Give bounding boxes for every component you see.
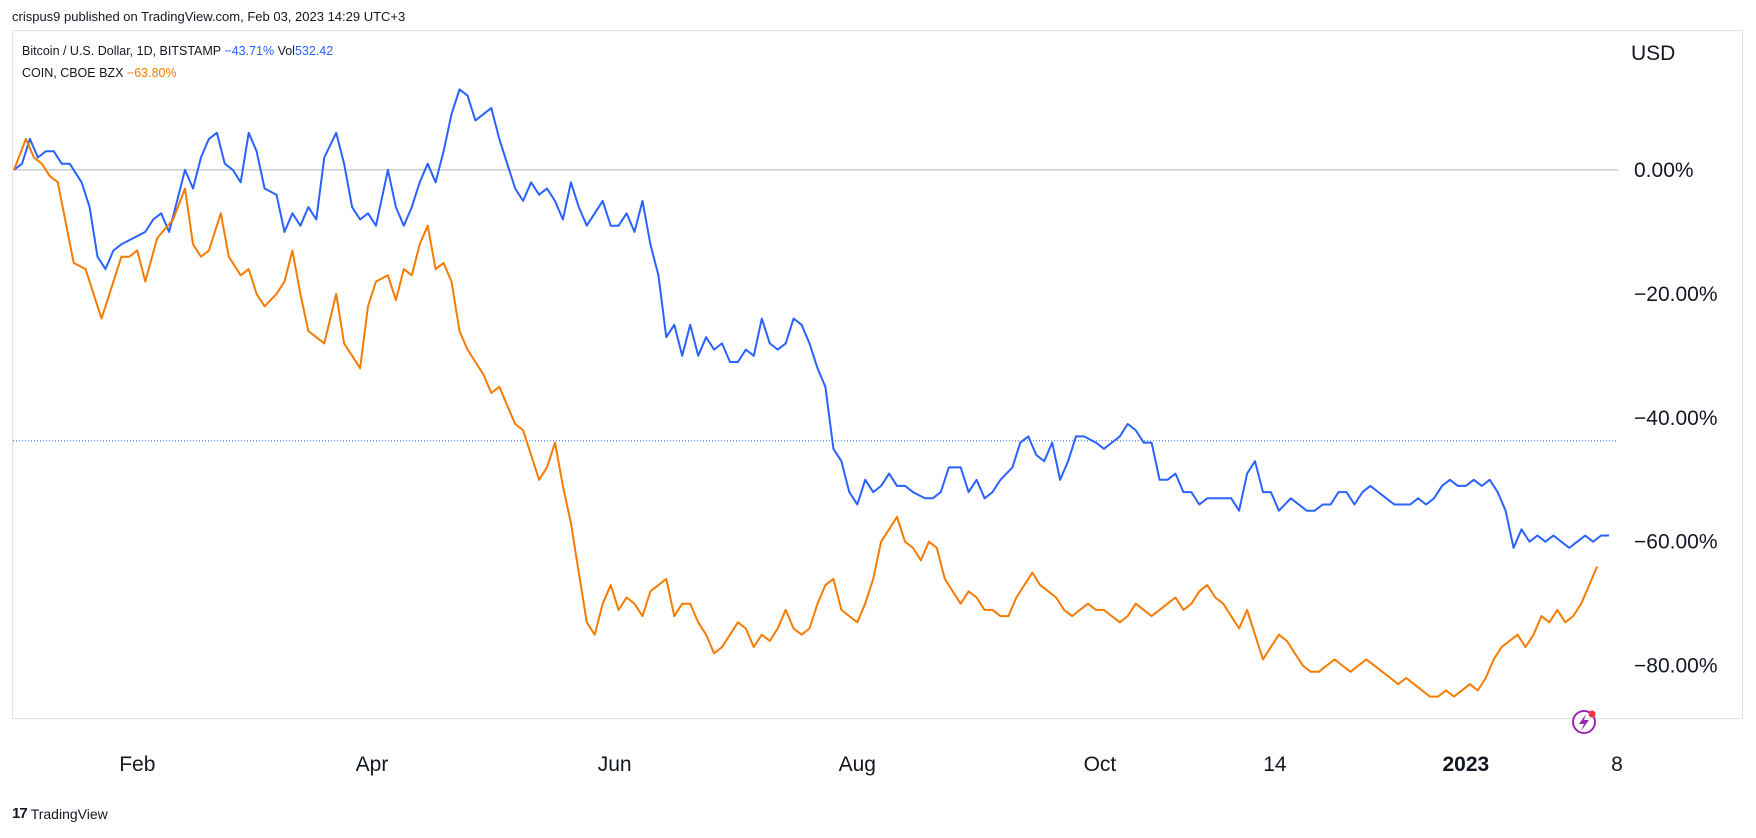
x-tick-label: Apr: [356, 753, 389, 776]
y-tick-label: −60.00%: [1634, 531, 1718, 554]
legend-coin-change: −63.80%: [126, 66, 177, 80]
chart-frame[interactable]: [12, 30, 1743, 719]
y-tick-label: −20.00%: [1634, 283, 1718, 306]
tradingview-logo-icon: 17: [12, 805, 28, 822]
x-tick-label: Feb: [119, 753, 155, 776]
x-tick-label: 14: [1263, 753, 1287, 776]
footer-brand[interactable]: 17 TradingView: [12, 805, 108, 822]
currency-label[interactable]: USD: [1631, 42, 1676, 65]
coin-series-line[interactable]: [13, 137, 1599, 698]
legend-btc[interactable]: Bitcoin / U.S. Dollar, 1D, BITSTAMP −43.…: [22, 44, 333, 58]
y-axis: 0.00% −20.00% −40.00% −60.00% −80.00%: [1634, 159, 1718, 678]
y-tick-label: −40.00%: [1634, 407, 1718, 430]
legend-coin[interactable]: COIN, CBOE BZX −63.80%: [22, 66, 177, 80]
published-line: crispus9 published on TradingView.com, F…: [12, 9, 406, 24]
legend-coin-name: COIN, CBOE BZX: [22, 66, 124, 80]
legend-btc-change: −43.71%: [224, 44, 275, 58]
btc-series-line[interactable]: [13, 88, 1609, 549]
y-tick-label: −80.00%: [1634, 655, 1718, 678]
series-layer: [13, 88, 1609, 698]
legend-btc-name: Bitcoin / U.S. Dollar, 1D, BITSTAMP: [22, 44, 221, 58]
reference-lines: [13, 169, 1618, 442]
lightning-icon[interactable]: [1572, 710, 1596, 734]
legend-vol-value: 532.42: [294, 44, 334, 58]
x-axis: Feb Apr Jun Aug Oct 14 2023 8: [119, 753, 1623, 776]
legend-vol-label: Vol: [277, 44, 295, 58]
x-tick-label: 2023: [1442, 753, 1489, 776]
y-tick-label: 0.00%: [1634, 159, 1694, 182]
footer-brand-text: TradingView: [30, 805, 108, 822]
x-tick-label: Oct: [1084, 753, 1117, 776]
x-tick-label: 8: [1611, 753, 1623, 776]
x-tick-label: Jun: [598, 753, 632, 776]
x-tick-label: Aug: [839, 753, 876, 776]
